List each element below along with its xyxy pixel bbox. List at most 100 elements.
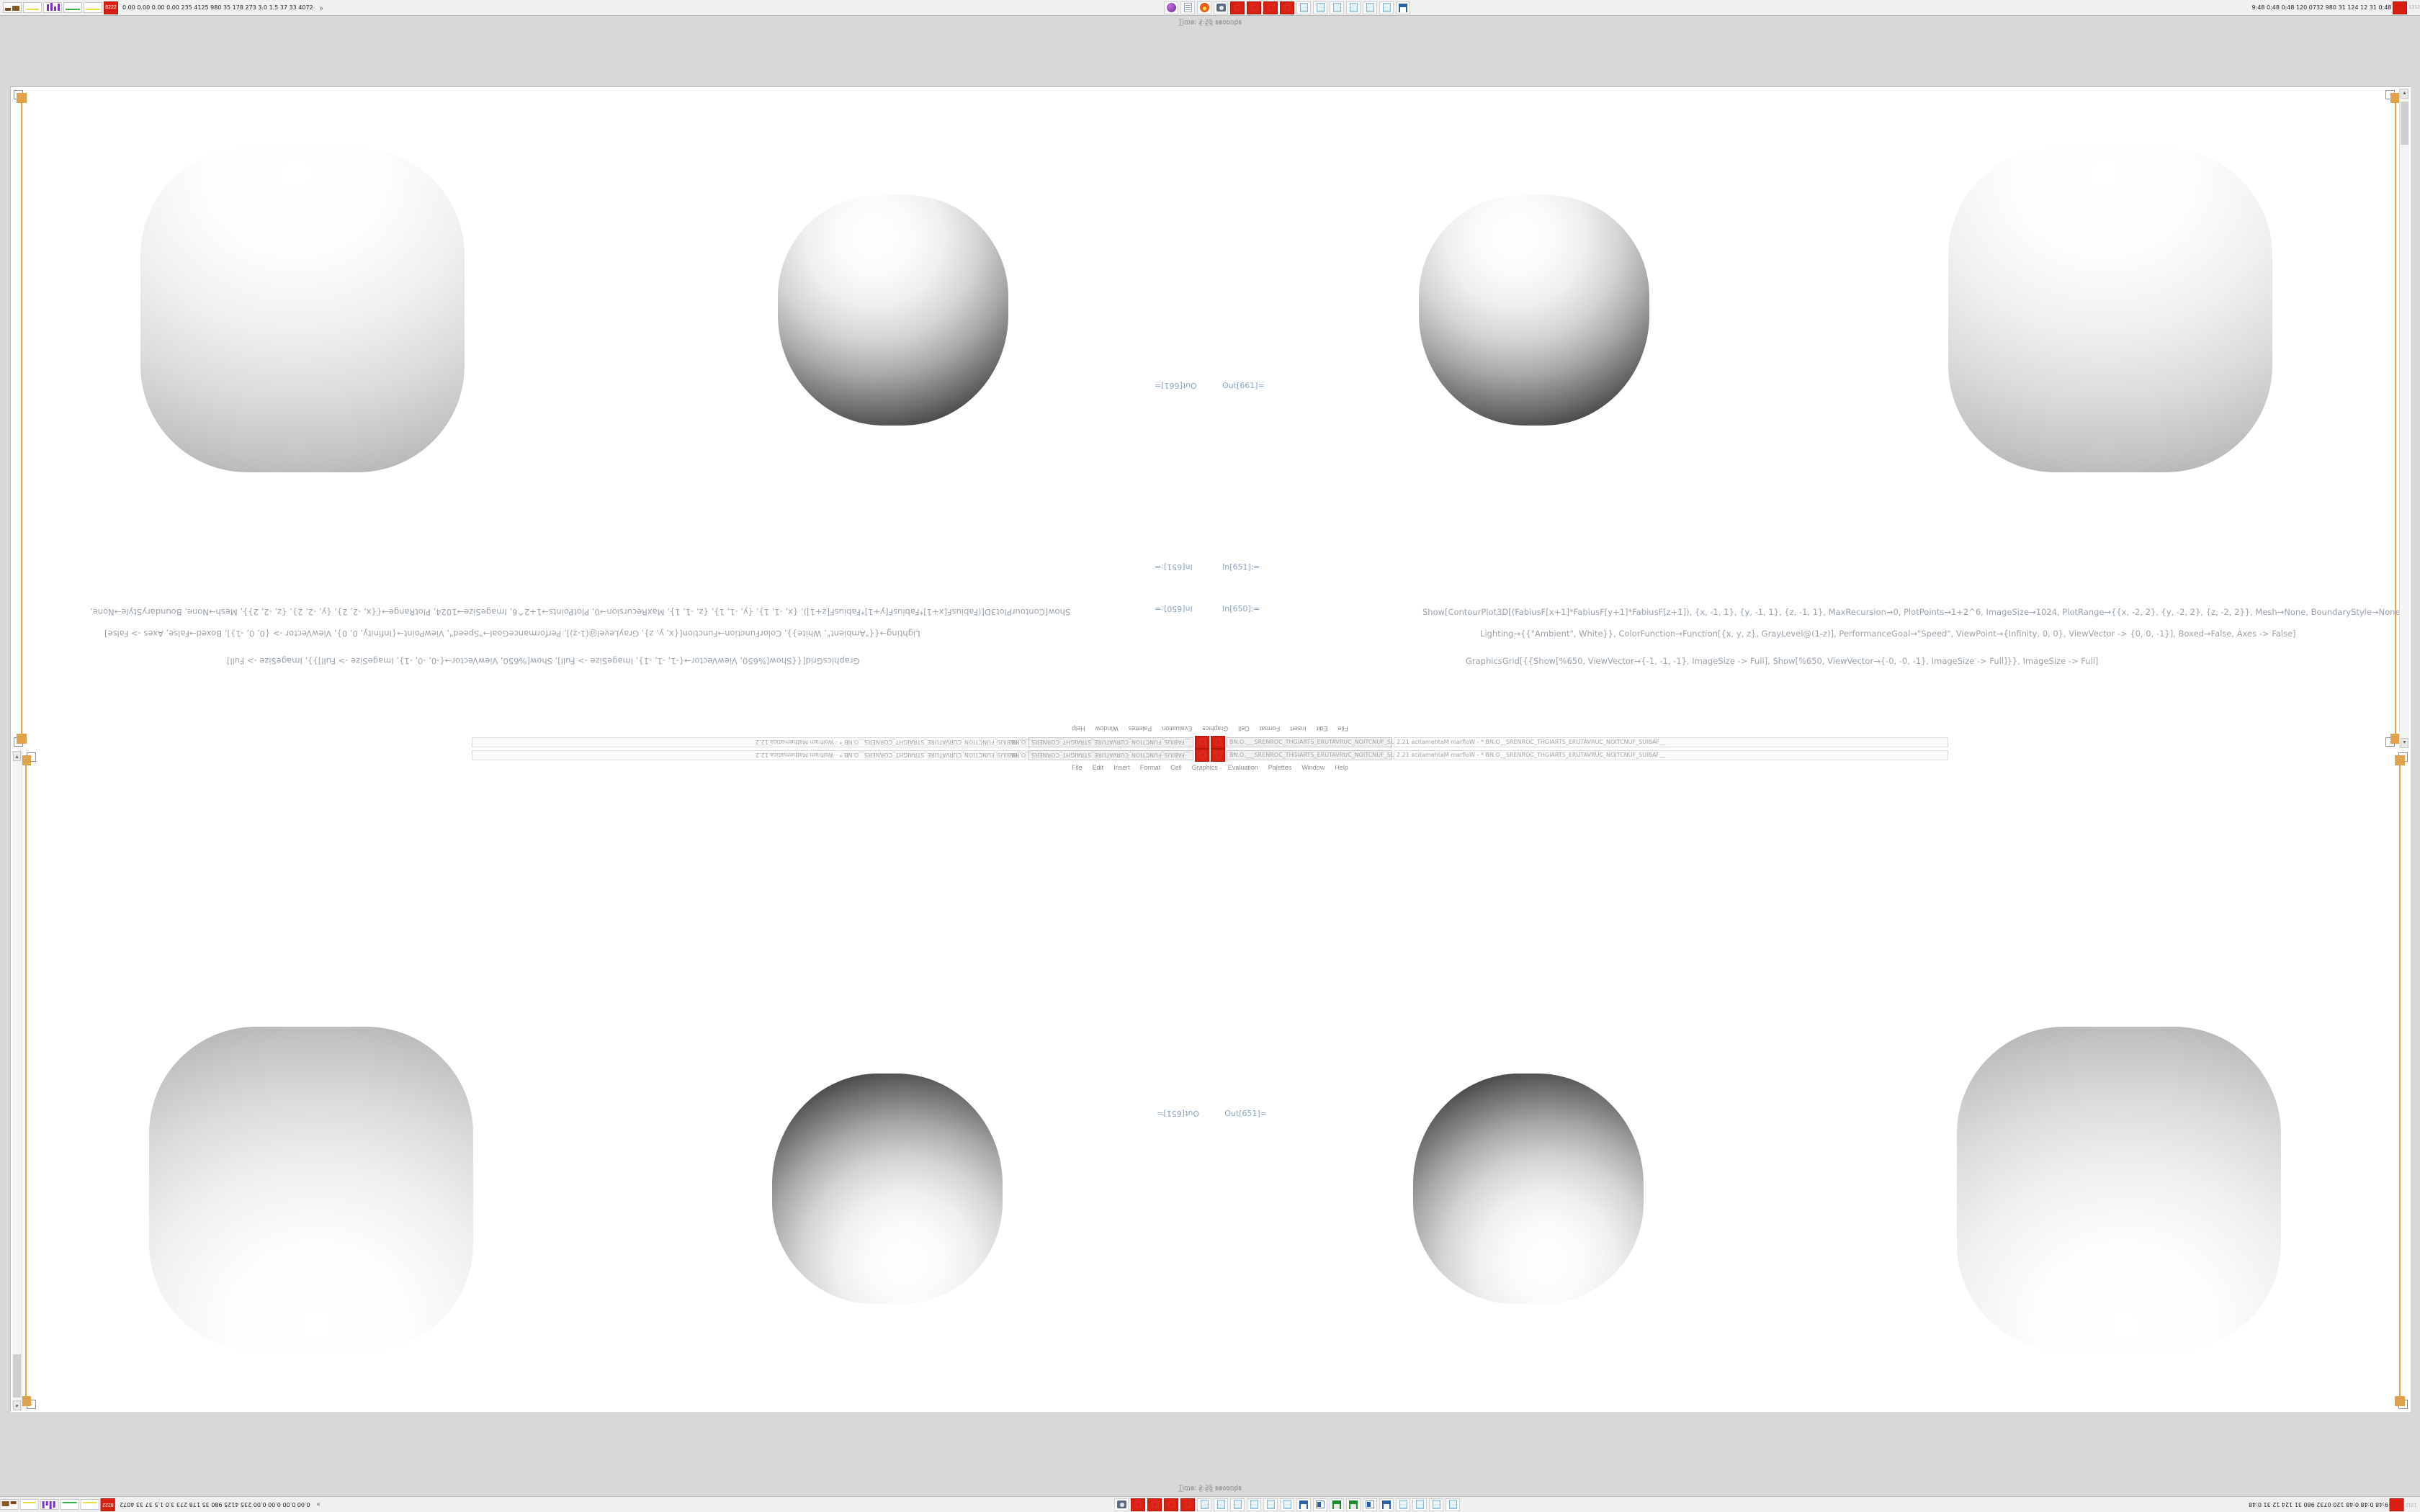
menu-item-evaluation[interactable]: Evaluation xyxy=(1227,764,1258,771)
document-icon[interactable] xyxy=(1180,1,1196,14)
menu-item-help[interactable]: Help xyxy=(1072,725,1085,732)
floppy-save-icon[interactable] xyxy=(1396,1,1411,14)
notebook-icon[interactable] xyxy=(1247,1498,1262,1511)
menu-item-insert[interactable]: Insert xyxy=(1113,764,1130,771)
taskbar-window-button[interactable]: BN.O.___SRENROC_THGIARTS_ERUTAVRUC_NOITC… xyxy=(1227,737,1414,747)
page-frame-upper: · · · · xyxy=(11,87,2411,750)
purple-orb-icon[interactable] xyxy=(1164,1,1179,14)
chart-icon[interactable] xyxy=(1363,1498,1378,1511)
bottom-desktop-panel[interactable]: » 0.00 0.00 0.00 0.00 235 4125 980 35 17… xyxy=(0,1496,2420,1512)
in-label-650: In[650]:= xyxy=(1222,604,1260,613)
menu-item-cell[interactable]: Cell xyxy=(1170,764,1182,771)
notebook-icon[interactable] xyxy=(1346,1,1361,14)
taskbar-window-button[interactable]: __FABIUS_FUNCTION_CURVATURE_STRAIGHT_COR… xyxy=(1011,737,1193,747)
menu-item-help[interactable]: Help xyxy=(1335,764,1348,771)
code-line-1[interactable]: Lighting→{{"Ambient", White}}, ColorFunc… xyxy=(1480,629,2296,639)
menu-bar[interactable]: File Edit Insert Format Cell Graphics Ev… xyxy=(958,762,1462,773)
clock[interactable]: 9:48 0:48 0:48 120 0732 980 31 124 12 31… xyxy=(2251,4,2392,11)
green-floppy-icon[interactable] xyxy=(1330,1498,1345,1511)
code-line-0[interactable]: Show[ContourPlot3D[(FabiusF[x+1]*FabiusF… xyxy=(1422,607,2403,617)
menu-bar-mirror[interactable]: File Edit Insert Format Cell Graphics Ev… xyxy=(958,723,1462,734)
clock[interactable]: 9:48 0:48 0:48 120 0732 980 31 124 12 31… xyxy=(2249,1501,2389,1508)
vertical-scrollbar-lower[interactable]: ▲ ▼ xyxy=(12,751,22,1410)
notebook-icon[interactable] xyxy=(1296,1,1312,14)
chevron-down-icon[interactable]: » xyxy=(316,1500,321,1508)
mathematica-gear-icon[interactable] xyxy=(1180,1498,1196,1511)
notebook-icon[interactable] xyxy=(1330,1,1345,14)
scrollbar-thumb[interactable] xyxy=(13,1354,21,1398)
floppy-save-icon[interactable] xyxy=(1379,1498,1394,1511)
menu-item-format[interactable]: Format xyxy=(1259,725,1281,732)
taskbar-window-row-1[interactable]: __FABIUS_FUNCTION_CURVATURE_STRAIGHT_COR… xyxy=(0,735,2420,749)
cell-bracket[interactable] xyxy=(21,94,22,742)
notebook-icon[interactable] xyxy=(1214,1498,1229,1511)
chevron-down-icon[interactable]: » xyxy=(319,4,323,12)
notebook-icon[interactable] xyxy=(1263,1498,1278,1511)
bottom-panel-launcher-icons[interactable] xyxy=(1114,1498,1461,1511)
system-monitor-group: 8222 0.00 0.00 0.00 0.00 235 4125 980 35… xyxy=(0,1,326,14)
menu-item-palettes[interactable]: Palettes xyxy=(1128,725,1152,732)
notebook-icon[interactable] xyxy=(1429,1498,1444,1511)
top-desktop-panel[interactable]: 8222 0.00 0.00 0.00 0.00 235 4125 980 35… xyxy=(0,0,2420,16)
out-label-651: Out[651]= xyxy=(1157,1109,1199,1118)
mathematica-gear-icon[interactable] xyxy=(1195,735,1209,749)
notebook-icon[interactable] xyxy=(1363,1,1378,14)
camera-icon[interactable] xyxy=(1114,1498,1129,1511)
vertical-scrollbar[interactable]: ▲ ▼ xyxy=(2399,89,2409,748)
menu-item-window[interactable]: Window xyxy=(1301,764,1325,771)
scroll-up-arrow[interactable]: ▲ xyxy=(13,1400,21,1410)
taskbar-window-button[interactable]: __FABIUS_FUNCTION_CURVATURE_STRAIGHT_COR… xyxy=(1011,750,1193,760)
notebook-icon[interactable] xyxy=(1412,1498,1428,1511)
menu-item-edit[interactable]: Edit xyxy=(1316,725,1328,732)
taskbar-window-button[interactable]: __FABIUS_FUNCTION_CURVATURE_STRAIGHT_COR… xyxy=(472,737,1026,747)
firefox-icon[interactable] xyxy=(1197,1,1212,14)
taskbar-window-button[interactable]: 2.21 acitamehtaM marfloW - * BN.O__SRENR… xyxy=(1394,750,1948,760)
scroll-down-arrow[interactable]: ▼ xyxy=(2401,738,2408,748)
notebook-icon[interactable] xyxy=(1446,1498,1461,1511)
mathematica-gear-icon[interactable] xyxy=(1147,1498,1162,1511)
code-line-2-mirror: GraphicsGrid[{{Show[%650, ViewVector→{-1… xyxy=(227,656,860,666)
mathematica-gear-icon[interactable] xyxy=(1247,1,1262,14)
menu-item-graphics[interactable]: Graphics xyxy=(1202,725,1229,732)
mathematica-gear-icon[interactable] xyxy=(1164,1498,1179,1511)
menu-item-insert[interactable]: Insert xyxy=(1290,725,1307,732)
scroll-up-arrow[interactable]: ▲ xyxy=(2401,89,2408,99)
floppy-save-icon[interactable] xyxy=(1296,1498,1312,1511)
notebook-icon[interactable] xyxy=(1230,1498,1245,1511)
menu-item-cell[interactable]: Cell xyxy=(1238,725,1250,732)
menu-item-evaluation[interactable]: Evaluation xyxy=(1162,725,1193,732)
mathematica-gear-icon[interactable] xyxy=(1280,1,1295,14)
notebook-icon[interactable] xyxy=(1313,1,1328,14)
status-bar-bottom: Time: 2.35 seconds xyxy=(1178,1485,1242,1492)
top-panel-launcher-icons[interactable] xyxy=(1164,1,1411,14)
chart-icon[interactable] xyxy=(1313,1498,1328,1511)
menu-item-graphics[interactable]: Graphics xyxy=(1191,764,1218,771)
mathematica-gear-icon[interactable] xyxy=(1131,1498,1146,1511)
menu-item-format[interactable]: Format xyxy=(1139,764,1161,771)
mathematica-gear-icon[interactable] xyxy=(1230,1,1245,14)
notebook-icon[interactable] xyxy=(1280,1498,1295,1511)
notebook-icon[interactable] xyxy=(1379,1,1394,14)
camera-icon[interactable] xyxy=(1214,1,1229,14)
notebook-icon[interactable] xyxy=(1197,1498,1212,1511)
cell-bracket[interactable] xyxy=(2395,94,2396,742)
menu-item-window[interactable]: Window xyxy=(1095,725,1119,732)
menu-item-file[interactable]: File xyxy=(1072,764,1083,771)
mathematica-notebook-window[interactable]: · · · · Out[661]= Out[661]= Show[Contour… xyxy=(10,86,2411,1412)
green-floppy-icon[interactable] xyxy=(1346,1498,1361,1511)
taskbar-window-button[interactable]: 2.21 acitamehtaM marfloW - * BN.O__SRENR… xyxy=(1394,737,1948,747)
cell-bracket-bottom-tick xyxy=(2390,734,2401,744)
mathematica-gear-icon[interactable] xyxy=(1195,748,1209,762)
menu-item-palettes[interactable]: Palettes xyxy=(1268,764,1292,771)
taskbar-window-button[interactable]: __FABIUS_FUNCTION_CURVATURE_STRAIGHT_COR… xyxy=(472,750,1026,760)
scrollbar-thumb[interactable] xyxy=(2401,102,2408,145)
mathematica-gear-icon[interactable] xyxy=(1211,735,1225,749)
mathematica-gear-icon[interactable] xyxy=(1211,748,1225,762)
taskbar-window-button[interactable]: BN.O.___SRENROC_THGIARTS_ERUTAVRUC_NOITC… xyxy=(1227,750,1414,760)
mathematica-gear-icon[interactable] xyxy=(1263,1,1278,14)
menu-item-file[interactable]: File xyxy=(1337,725,1348,732)
notebook-icon[interactable] xyxy=(1396,1498,1411,1511)
menu-item-edit[interactable]: Edit xyxy=(1092,764,1104,771)
taskbar-window-row-2[interactable]: __FABIUS_FUNCTION_CURVATURE_STRAIGHT_COR… xyxy=(0,748,2420,762)
code-line-2[interactable]: GraphicsGrid[{{Show[%650, ViewVector→{-1… xyxy=(1466,656,2099,666)
